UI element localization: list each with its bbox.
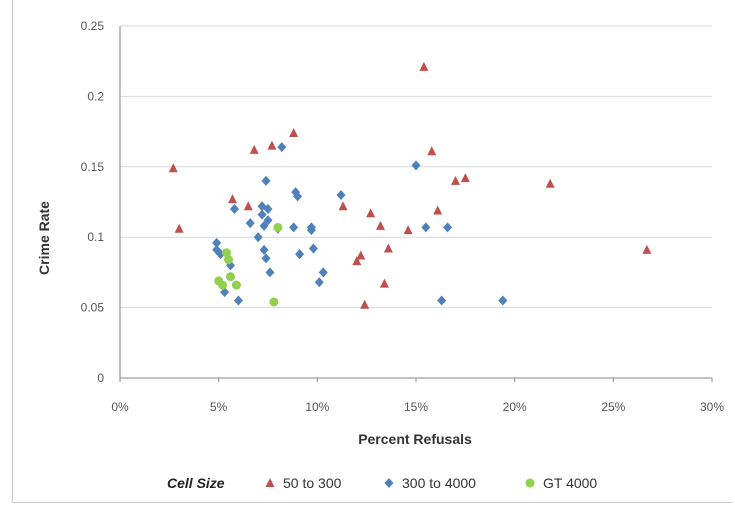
- data-point: [249, 144, 259, 154]
- data-point: [443, 222, 453, 233]
- data-point: [318, 267, 328, 278]
- y-tick-label: 0.2: [87, 89, 104, 103]
- chart-frame: [12, 0, 732, 503]
- data-point: [366, 208, 376, 218]
- data-point: [352, 256, 362, 266]
- x-axis-title: Percent Refusals: [358, 431, 472, 447]
- data-point: [245, 218, 255, 229]
- x-tick-label: 30%: [700, 400, 724, 414]
- data-point: [226, 272, 236, 282]
- x-tick-label: 15%: [404, 400, 428, 414]
- legend-label: 50 to 300: [283, 475, 342, 491]
- data-point: [243, 201, 253, 211]
- data-point: [293, 191, 303, 202]
- data-point: [253, 232, 263, 243]
- x-tick-label: 0%: [111, 400, 129, 414]
- data-point: [498, 295, 508, 306]
- y-tick-label: 0.1: [87, 230, 104, 244]
- data-point: [383, 243, 393, 253]
- data-point: [421, 222, 431, 233]
- series-300-to-4000: [212, 142, 508, 306]
- data-point: [289, 128, 299, 138]
- data-point: [419, 61, 429, 71]
- y-tick-label: 0.05: [81, 301, 105, 315]
- x-tick-label: 10%: [305, 400, 329, 414]
- data-point: [336, 189, 346, 200]
- gridlines: [119, 25, 713, 382]
- data-point: [338, 201, 348, 211]
- data-point: [261, 175, 271, 186]
- data-point: [356, 250, 366, 260]
- data-point: [229, 204, 239, 215]
- data-point: [460, 173, 470, 183]
- data-point: [261, 253, 271, 264]
- data-point: [227, 194, 237, 204]
- data-point: [545, 178, 555, 188]
- data-point: [233, 295, 243, 306]
- data-point: [437, 295, 447, 306]
- data-point: [450, 175, 460, 185]
- data-point: [267, 140, 277, 150]
- data-point: [259, 220, 269, 231]
- data-point: [433, 205, 443, 215]
- data-point: [277, 142, 287, 153]
- data-point: [269, 297, 279, 307]
- legend-title: Cell Size: [167, 475, 225, 491]
- y-axis-title: Crime Rate: [36, 201, 52, 275]
- data-point: [411, 160, 421, 171]
- data-point: [314, 277, 324, 288]
- y-tick-label: 0.25: [81, 19, 105, 33]
- data-point: [168, 163, 178, 173]
- data-point: [257, 209, 267, 220]
- data-point: [224, 255, 234, 265]
- y-tick-label: 0: [97, 371, 104, 385]
- data-point: [220, 287, 230, 298]
- x-tick-label: 5%: [210, 400, 228, 414]
- data-point: [306, 225, 316, 236]
- data-point: [263, 204, 273, 215]
- data-point: [379, 278, 389, 288]
- data-point: [403, 225, 413, 235]
- data-point: [360, 299, 370, 309]
- data-point: [427, 146, 437, 156]
- x-tick-label: 25%: [601, 400, 625, 414]
- data-point: [259, 244, 269, 255]
- data-point: [273, 222, 283, 232]
- data-point: [265, 267, 275, 278]
- data-point: [174, 223, 184, 233]
- data-point: [642, 244, 652, 254]
- series-gt-4000: [214, 222, 283, 307]
- data-point: [375, 220, 385, 230]
- legend-label: GT 4000: [543, 475, 597, 491]
- data-point: [218, 280, 228, 290]
- data-point: [231, 280, 241, 290]
- data-point: [212, 237, 222, 248]
- data-point: [289, 222, 299, 233]
- data-point: [295, 249, 305, 260]
- y-tick-label: 0.15: [81, 160, 105, 174]
- legend-marker: [265, 478, 275, 487]
- legend-marker: [384, 478, 394, 488]
- series-50-to-300: [168, 61, 652, 309]
- tick-labels: 0 0.05 0.1 0.15 0.2 0.25 0% 5% 10% 15% 20% 25% 30%: [81, 19, 725, 414]
- legend-label: 300 to 4000: [402, 475, 476, 491]
- data-point: [308, 243, 318, 254]
- data-point: [222, 248, 232, 258]
- legend: Cell Size 50 to 300 300 to 4000 GT 4000: [167, 475, 597, 491]
- x-tick-label: 20%: [503, 400, 527, 414]
- legend-marker: [525, 478, 535, 488]
- data-points: [168, 61, 652, 309]
- data-point: [263, 215, 273, 226]
